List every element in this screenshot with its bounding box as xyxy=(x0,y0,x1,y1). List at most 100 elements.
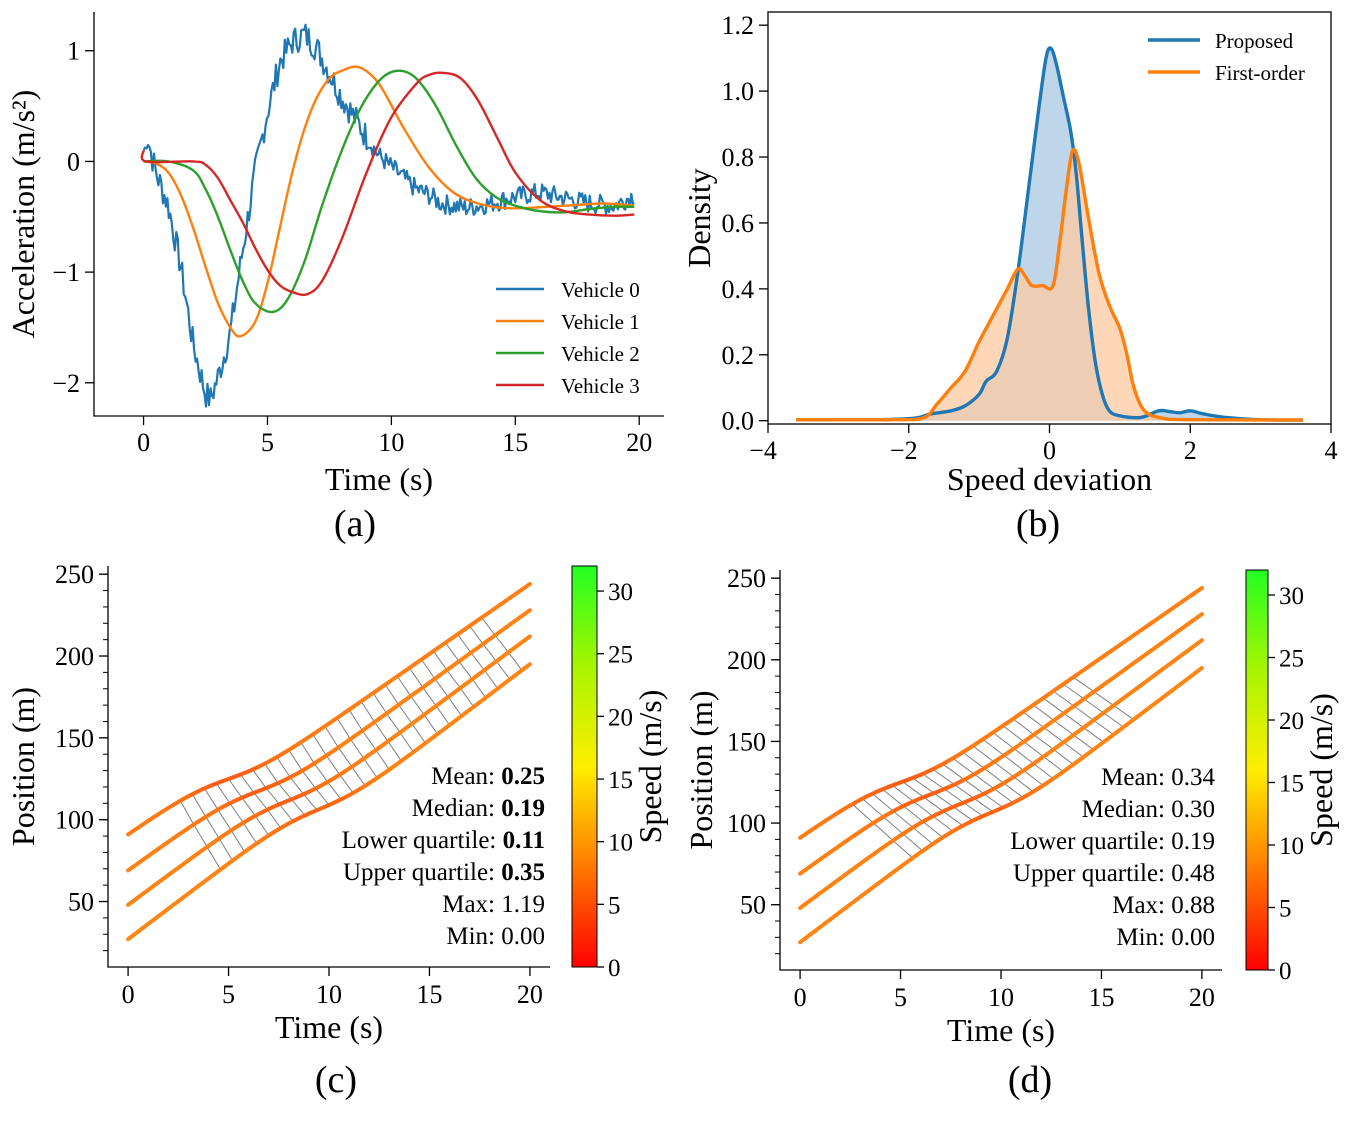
colorbar-tick-label: 10 xyxy=(1279,833,1304,860)
hatch-line xyxy=(288,749,303,771)
trajectory-vehicle-1 xyxy=(798,612,1204,876)
hatch-line xyxy=(252,769,267,789)
hatch-line xyxy=(851,803,913,859)
hatch-line xyxy=(240,774,255,794)
hatch-line xyxy=(422,687,437,707)
axis-spines xyxy=(107,566,550,968)
series-line-vehicle-1 xyxy=(143,65,635,338)
colorbar-tick-label: 30 xyxy=(1279,583,1304,610)
stat-mean: Mean: 0.34 xyxy=(1101,764,1215,791)
hatch-line xyxy=(254,815,270,836)
stat-median: Median: 0.19 xyxy=(412,795,545,822)
hatch-line xyxy=(1002,725,1064,773)
stat-label: Max: xyxy=(442,891,501,918)
panel-a-acceleration-chart: 0 5 10 15 20 −2 −1 0 1 Time (s) Acceleration (m/s²… xyxy=(5,12,664,497)
hatch-line xyxy=(1052,690,1114,736)
hatch-line xyxy=(435,705,450,726)
trajectory-vehicle-0 xyxy=(798,585,1204,840)
y-tick-label: 200 xyxy=(55,642,94,671)
y-axis-label: Position (m) xyxy=(683,690,719,849)
hatch-line xyxy=(445,642,460,662)
trajectory-vehicle-2 xyxy=(798,638,1204,910)
hatch-line xyxy=(1073,676,1134,720)
x-axis-label: Time (s) xyxy=(947,1012,1055,1048)
hatch-line xyxy=(303,793,318,811)
hatch-line xyxy=(434,678,449,698)
trajectory-vehicle-0 xyxy=(126,582,532,837)
hatch-line xyxy=(193,824,208,848)
hatch-line xyxy=(471,678,487,698)
y-axis-label: Acceleration (m/s²) xyxy=(5,90,41,339)
hatch-line xyxy=(324,725,339,748)
hatch-line xyxy=(360,701,375,723)
hatch-line xyxy=(1032,704,1094,751)
y-tick-label: 200 xyxy=(727,646,766,675)
hatch-line xyxy=(386,713,401,733)
hatch-line xyxy=(375,749,390,770)
trajectory-segment xyxy=(1194,585,1204,594)
y-tick-label: 0.6 xyxy=(722,209,755,238)
density-fill-proposed xyxy=(796,47,1303,421)
x-tick-label: 5 xyxy=(261,428,274,457)
legend-label-vehicle-2: Vehicle 2 xyxy=(561,342,640,366)
colorbar-tick-label: 0 xyxy=(1279,958,1292,985)
x-axis-label: Time (s) xyxy=(275,1009,383,1045)
hatch-line xyxy=(289,776,304,795)
x-tick-label: 10 xyxy=(316,980,342,1009)
hatch-line xyxy=(264,763,279,784)
panel-c-label: (c) xyxy=(315,1059,357,1101)
stat-value: 0.00 xyxy=(501,923,545,950)
y-tick-label: 0 xyxy=(67,147,80,176)
y-tick-label: 0.0 xyxy=(722,407,755,436)
stat-value: 0.35 xyxy=(501,859,545,886)
colorbar xyxy=(1245,569,1269,971)
x-tick-label: 15 xyxy=(416,980,442,1009)
hatch-line xyxy=(277,782,292,800)
hatch-line xyxy=(992,732,1054,780)
hatch-line xyxy=(241,797,256,817)
trajectory-segment xyxy=(522,634,532,643)
hatch-line xyxy=(217,809,232,831)
colorbar-tick-label: 20 xyxy=(1279,708,1304,735)
series-line-vehicle-3 xyxy=(140,71,635,297)
colorbar-tick-label: 5 xyxy=(608,892,621,919)
hatch-line xyxy=(982,738,1044,786)
hatch-line xyxy=(350,738,365,759)
series-line-vehicle-0 xyxy=(142,23,635,408)
hatch-line xyxy=(218,838,233,861)
hatch-line xyxy=(912,777,974,822)
x-tick-label: 15 xyxy=(502,428,528,457)
legend-label-vehicle-3: Vehicle 3 xyxy=(561,374,640,398)
stat-label: Lower quartile: xyxy=(342,827,503,854)
stat-value: 0.11 xyxy=(503,827,545,854)
hatch-line xyxy=(398,704,413,724)
y-tick-label: −1 xyxy=(52,258,80,287)
hatch-line xyxy=(508,651,523,671)
hatch-line xyxy=(469,625,484,645)
hatch-line xyxy=(962,751,1024,798)
stat-value: 0.88 xyxy=(1171,892,1215,919)
legend-label-vehicle-0: Vehicle 0 xyxy=(561,278,640,302)
hatch-line xyxy=(387,741,402,762)
x-tick-label: 0 xyxy=(794,983,807,1012)
x-tick-label: 0 xyxy=(137,428,150,457)
stat-lower-quartile: Lower quartile: 0.11 xyxy=(342,827,545,854)
panel-d-label: (d) xyxy=(1008,1059,1052,1101)
stat-label: Min: xyxy=(1116,924,1171,951)
y-tick-label: −2 xyxy=(52,369,80,398)
x-axis-label: Speed deviation xyxy=(947,461,1152,497)
y-tick-label: 0.2 xyxy=(722,341,755,370)
hatch-line xyxy=(447,696,463,717)
y-tick-label: 0.8 xyxy=(722,143,755,172)
hatch-line xyxy=(459,687,475,708)
hatch-line xyxy=(337,747,353,768)
hatch-line xyxy=(1042,697,1104,743)
hatch-line xyxy=(408,667,424,688)
stat-value: 0.19 xyxy=(1171,828,1215,855)
hatch-line xyxy=(351,766,366,787)
stat-value: 0.19 xyxy=(501,795,545,822)
stat-label: Median: xyxy=(1082,796,1172,823)
legend-label-proposed: Proposed xyxy=(1215,29,1294,53)
y-tick-label: 1.0 xyxy=(722,77,755,106)
